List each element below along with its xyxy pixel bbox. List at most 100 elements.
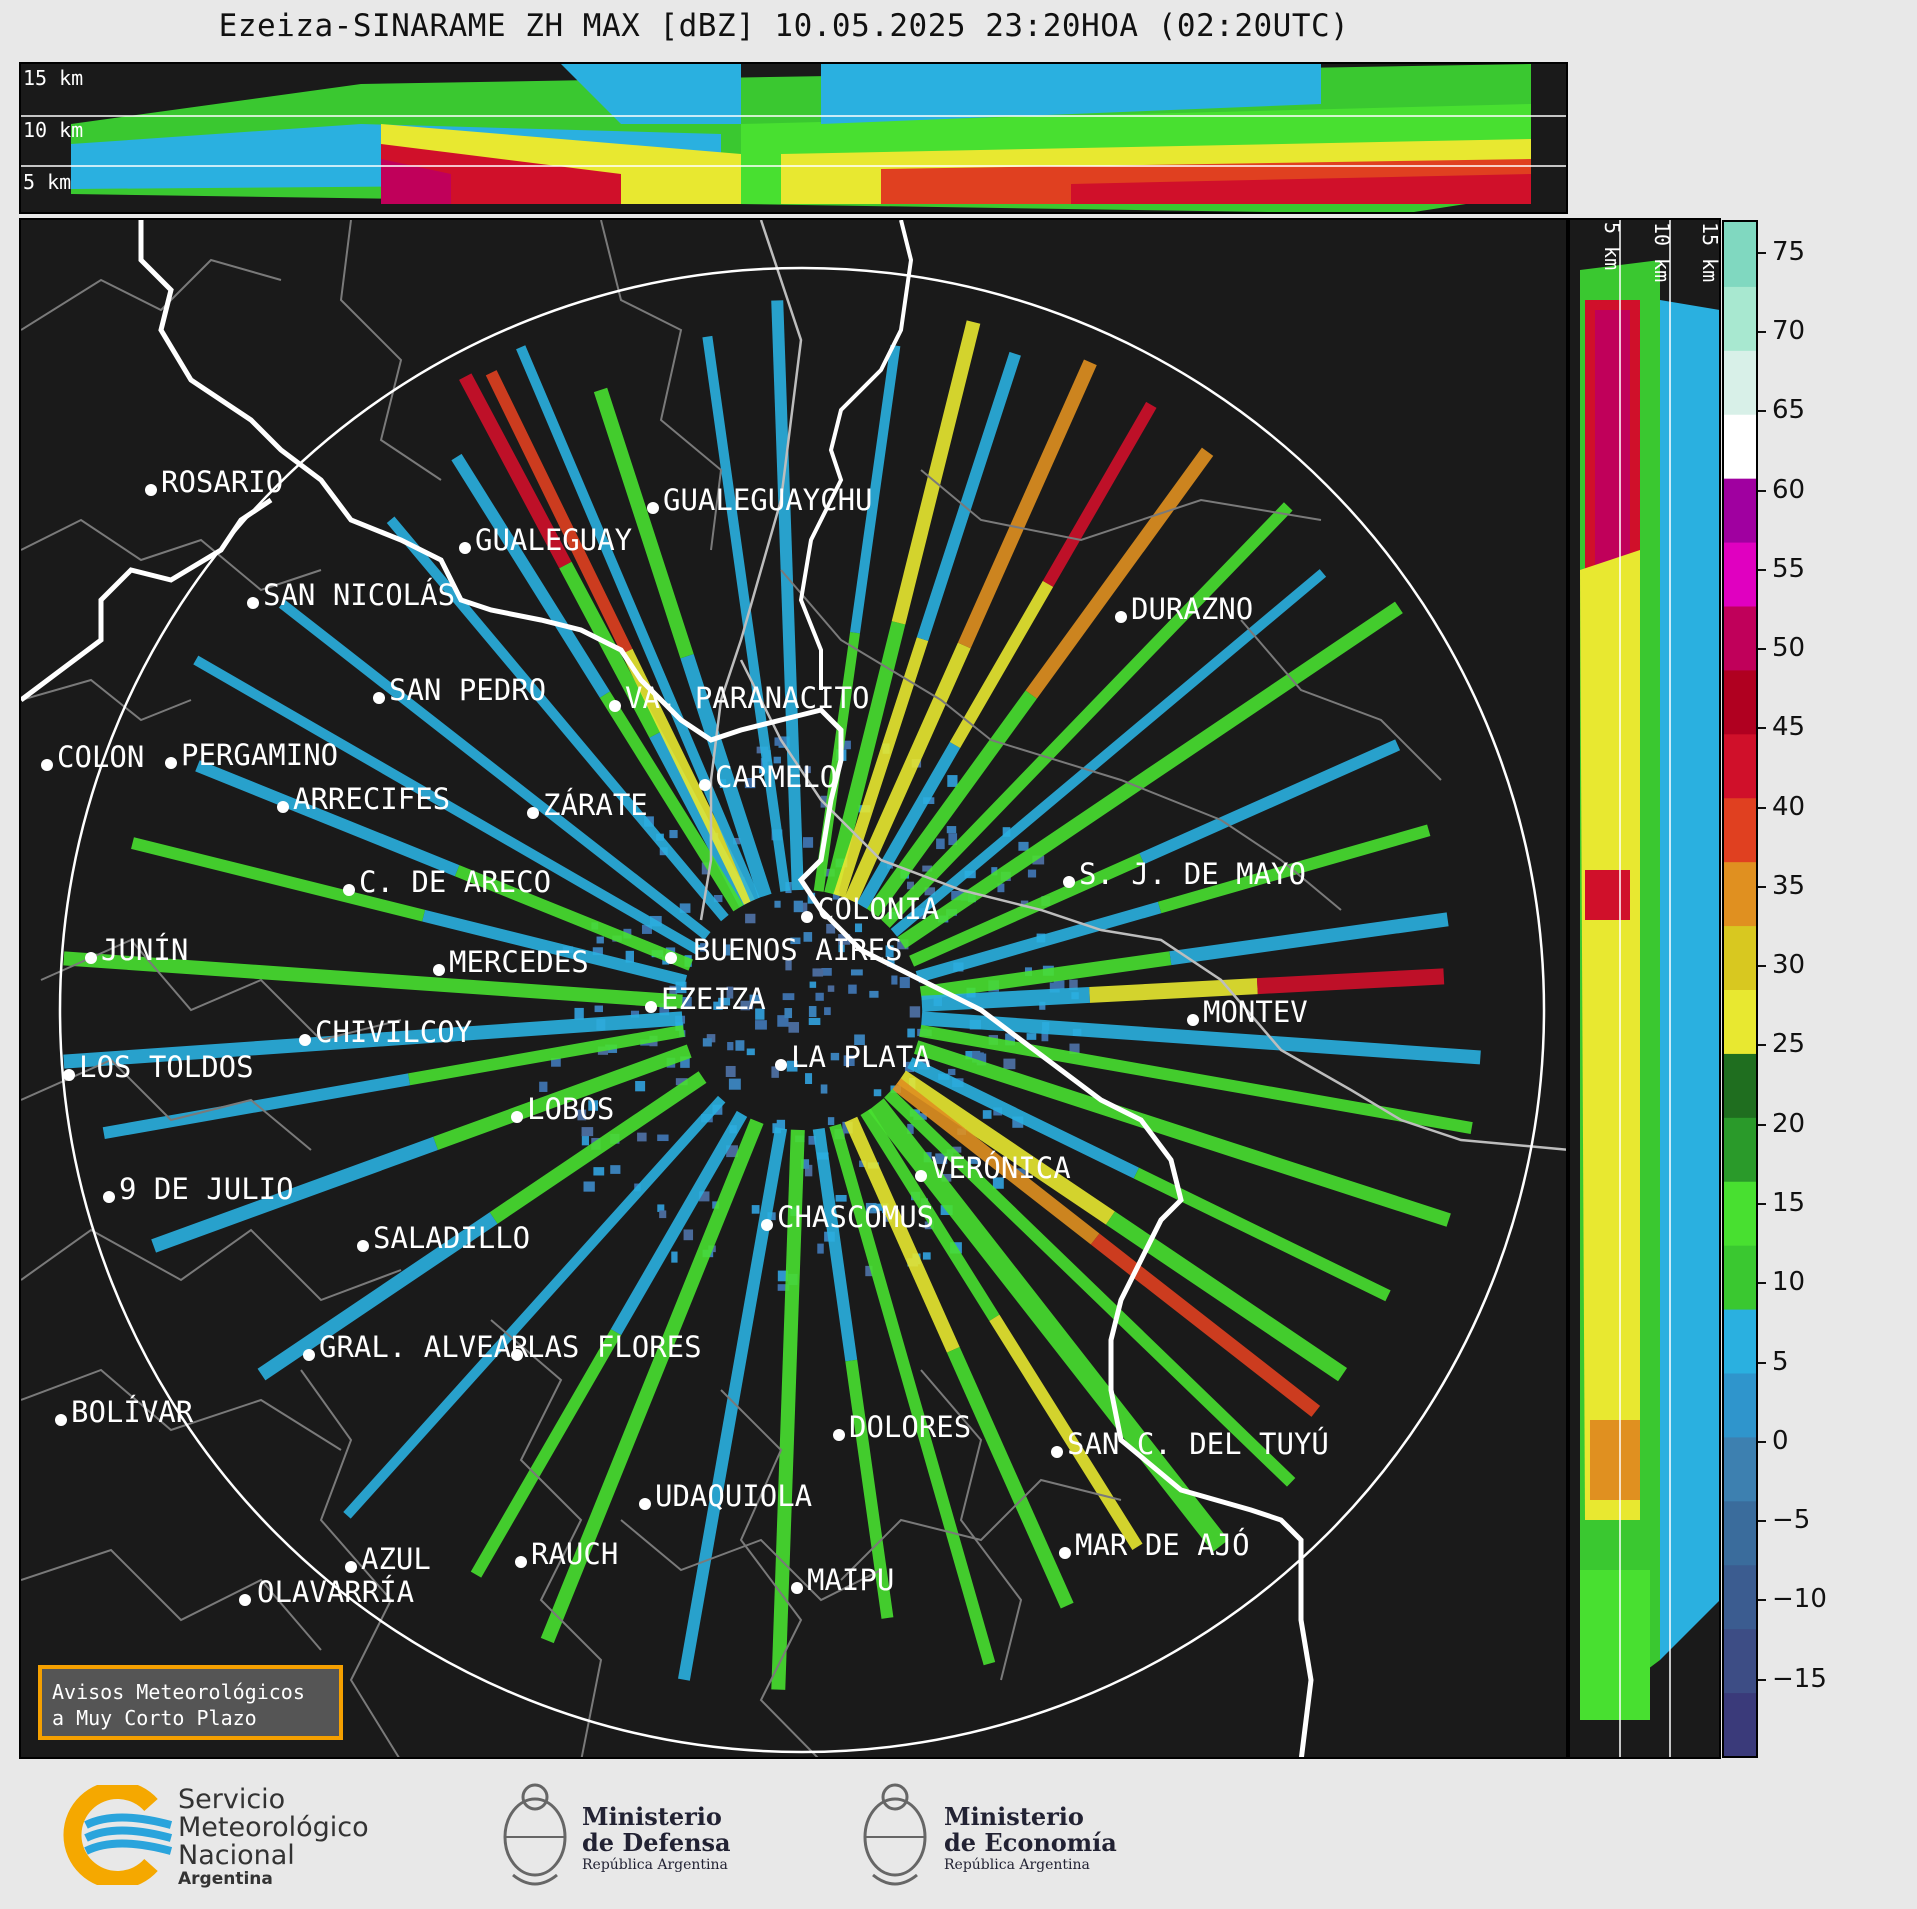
city-label: BUENOS AIRES (693, 936, 903, 965)
city-dot (247, 597, 259, 609)
colorbar-tick: −15 (1758, 1664, 1827, 1694)
colorbar-tick: 70 (1758, 316, 1805, 346)
colorbar-tick: −5 (1758, 1505, 1810, 1535)
city-label: S. J. DE MAYO (1079, 860, 1306, 889)
city-label: COLON (57, 743, 144, 772)
avisos-line-2: a Muy Corto Plazo (52, 1705, 329, 1731)
city-label: JUNÍN (101, 936, 188, 965)
colorbar-tick: 55 (1758, 554, 1805, 584)
economia-line-3: República Argentina (944, 1856, 1117, 1874)
city-dot (609, 700, 621, 712)
top-height-label-10: 10 km (23, 120, 83, 140)
city-dot (63, 1069, 75, 1081)
city-label: SAN NICOLÁS (263, 581, 455, 610)
city-label: CHIVILCOY (315, 1018, 472, 1047)
city-label: OLAVARRÍA (257, 1578, 414, 1607)
radar-map (21, 220, 1568, 1759)
city-dot (303, 1349, 315, 1361)
defensa-line-3: República Argentina (582, 1856, 731, 1874)
escudo-defensa-icon (495, 1775, 575, 1895)
radar-map-panel: ROSARIO GUALEGUAYCHU GUALEGUAY SAN NICOLÁS D… (19, 218, 1568, 1759)
city-dot (833, 1429, 845, 1441)
city-dot (511, 1349, 523, 1361)
city-dot (85, 952, 97, 964)
city-dot (103, 1191, 115, 1203)
colorbar-tick: 10 (1758, 1267, 1805, 1297)
city-dot (1051, 1446, 1063, 1458)
city-label: PERGAMINO (181, 741, 338, 770)
city-dot (343, 884, 355, 896)
city-label: LA PLATA (791, 1043, 931, 1072)
colorbar-gradient (1724, 222, 1756, 1756)
smn-line-3: Nacional (178, 1842, 369, 1870)
city-dot (165, 757, 177, 769)
top-cross-section-panel: 15 km 10 km 5 km (19, 62, 1568, 214)
escudo-economia-icon (855, 1775, 935, 1895)
city-label: LAS FLORES (527, 1333, 702, 1362)
city-dot (639, 1498, 651, 1510)
smn-line-1: Servicio (178, 1786, 369, 1814)
top-height-label-15: 15 km (23, 68, 83, 88)
top-height-label-5: 5 km (23, 172, 71, 192)
city-dot (345, 1561, 357, 1573)
city-label: ROSARIO (161, 468, 283, 497)
city-dot (433, 964, 445, 976)
city-label: GUALEGUAY (475, 526, 632, 555)
economia-line-2: de Economía (944, 1830, 1117, 1856)
defensa-line-2: de Defensa (582, 1830, 731, 1856)
colorbar-tick: 40 (1758, 792, 1805, 822)
city-label: MAIPU (807, 1566, 894, 1595)
city-label: MERCEDES (449, 948, 589, 977)
colorbar-tick: 0 (1758, 1426, 1789, 1456)
economia-line-1: Ministerio (944, 1804, 1117, 1830)
city-dot (145, 484, 157, 496)
city-dot (357, 1240, 369, 1252)
city-dot (277, 801, 289, 813)
avisos-box[interactable]: Avisos Meteorológicos a Muy Corto Plazo (38, 1665, 343, 1740)
colorbar-tick: −10 (1758, 1584, 1827, 1614)
side-height-label-5: 5 km (1602, 222, 1622, 270)
avisos-line-1: Avisos Meteorológicos (52, 1679, 329, 1705)
city-label: SAN C. DEL TUYÚ (1067, 1430, 1329, 1459)
city-label: SALADILLO (373, 1224, 530, 1253)
city-label: LOS TOLDOS (79, 1053, 254, 1082)
city-label: BOLÍVAR (71, 1398, 193, 1427)
side-height-label-10: 10 km (1652, 222, 1672, 282)
city-label: COLONIA (817, 895, 939, 924)
defensa-line-1: Ministerio (582, 1804, 731, 1830)
city-dot (1063, 876, 1075, 888)
city-dot (699, 779, 711, 791)
city-label: MAR DE AJÓ (1075, 1531, 1250, 1560)
side-cross-section (1570, 220, 1721, 1759)
city-label: LOBOS (527, 1095, 614, 1124)
city-label: CARMELO (715, 763, 837, 792)
city-label: C. DE ARECO (359, 868, 551, 897)
city-label: 9 DE JULIO (119, 1175, 294, 1204)
city-dot (801, 911, 813, 923)
paraná-river (21, 500, 271, 700)
city-label: MONTEV (1203, 998, 1308, 1027)
city-dot (515, 1556, 527, 1568)
city-label: ZÁRATE (543, 791, 648, 820)
colorbar-tick: 75 (1758, 237, 1805, 267)
city-dot (761, 1219, 773, 1231)
city-dot (511, 1111, 523, 1123)
city-label: UDAQUIOLA (655, 1482, 812, 1511)
top-cross-section (21, 64, 1568, 214)
city-label: ARRECIFES (293, 785, 450, 814)
city-label: SAN PEDRO (389, 676, 546, 705)
colorbar-tick: 35 (1758, 871, 1805, 901)
city-dot (527, 807, 539, 819)
city-dot (1115, 611, 1127, 623)
city-label: DOLORES (849, 1413, 971, 1442)
colorbar (1722, 220, 1758, 1758)
city-dot (775, 1059, 787, 1071)
city-dot (55, 1414, 67, 1426)
colorbar-tick: 60 (1758, 475, 1805, 505)
city-label: AZUL (361, 1545, 431, 1574)
city-label: VERÓNICA (931, 1154, 1071, 1183)
colorbar-tick: 65 (1758, 395, 1805, 425)
city-label: CHASCOMUS (777, 1203, 934, 1232)
city-label: RAUCH (531, 1540, 618, 1569)
city-label: EZEIZA (661, 985, 766, 1014)
